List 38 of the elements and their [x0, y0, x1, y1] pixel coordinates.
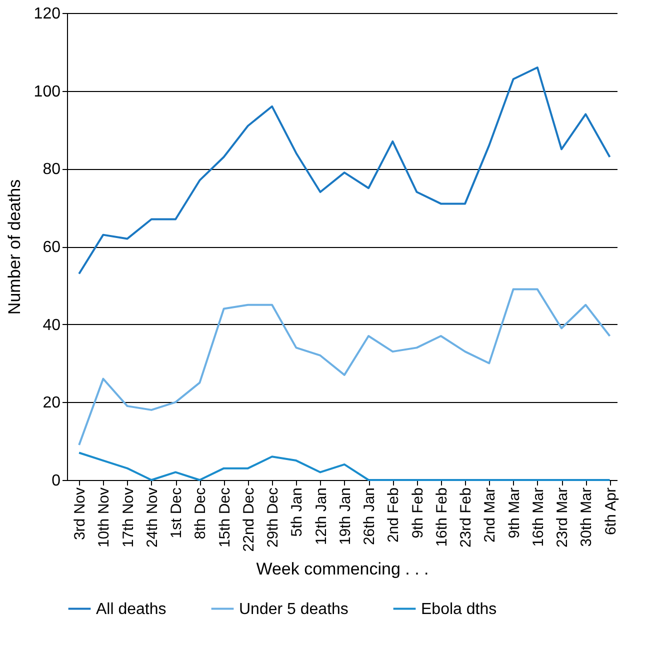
line-series	[78, 452, 611, 481]
y-tick-label: 60	[42, 239, 61, 256]
x-tick-label: 15th Dec	[216, 487, 234, 548]
x-tick-label: 1st Dec	[168, 487, 186, 538]
x-tick-label: 19th Jan	[336, 488, 354, 546]
x-tick-label: 22nd Dec	[240, 487, 258, 552]
y-tick-label: 120	[34, 6, 61, 22]
x-tick-label: 9th Feb	[409, 488, 426, 538]
x-tick-label: 10th Nov	[96, 487, 113, 548]
x-tick-label: 29th Dec	[264, 487, 282, 548]
x-tick-label: 2nd Feb	[385, 488, 402, 543]
legend-label: Ebola dths	[421, 600, 497, 618]
x-tick-label: 16th Feb	[433, 488, 450, 547]
x-tick-label: 23rd Mar	[554, 488, 572, 548]
x-tick-label: 2nd Mar	[482, 488, 499, 543]
y-tick-label: 80	[42, 161, 61, 178]
x-tick-label: 17th Nov	[120, 487, 137, 548]
x-axis-title: Week commencing . . .	[256, 560, 429, 579]
x-tick-label: 23rd Feb	[458, 488, 475, 548]
x-tick-label: 26th Jan	[361, 488, 378, 546]
x-tick-label: 12th Jan	[312, 488, 330, 546]
x-tick-label: 8th Dec	[192, 487, 210, 540]
y-axis-title: Number of deaths	[4, 179, 24, 315]
y-tick-label: 40	[42, 316, 61, 334]
line-series	[78, 288, 611, 446]
y-tick-label: 20	[42, 394, 61, 412]
x-tick-label: 6th Apr	[602, 488, 620, 536]
x-tick-label: 3rd Nov	[72, 487, 89, 540]
x-tick-label: 9th Mar	[506, 488, 523, 538]
x-tick-label: 24th Nov	[144, 487, 161, 548]
legend-label: Under 5 deaths	[239, 600, 348, 618]
y-tick-label: 0	[52, 472, 61, 490]
legend-label: All deaths	[96, 600, 166, 618]
y-tick-label: 100	[34, 83, 61, 100]
x-tick-label: 30th Mar	[578, 488, 596, 547]
x-tick-label: 5th Jan	[288, 488, 306, 537]
line-series	[78, 66, 611, 275]
x-tick-label: 16th Mar	[530, 488, 547, 547]
